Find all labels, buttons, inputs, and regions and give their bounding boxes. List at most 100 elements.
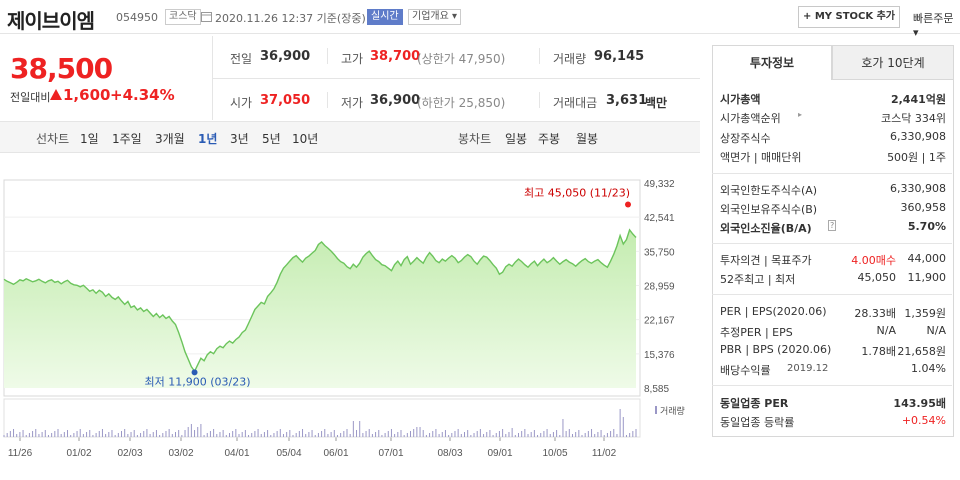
divider xyxy=(712,173,952,174)
divider xyxy=(327,92,328,108)
divider xyxy=(712,243,952,244)
current-price: 38,500 xyxy=(10,52,113,85)
per-value: 28.33배 xyxy=(854,307,896,320)
price-area xyxy=(4,229,636,388)
legend-swatch xyxy=(655,406,657,414)
tab-10y[interactable]: 10년 xyxy=(292,132,319,146)
stock-header: 제이브이엠 054950 코스닥 2020.11.26 12:37 기준(장중)… xyxy=(0,0,960,39)
y-tick-label: 49,332 xyxy=(644,179,675,190)
x-tick-label: 06/01 xyxy=(323,448,348,459)
tab-monthly[interactable]: 월봉 xyxy=(576,132,599,146)
low-label: 저가 xyxy=(341,96,364,110)
x-tick-label: 11/02 xyxy=(592,448,617,459)
tab-5y[interactable]: 5년 xyxy=(262,132,281,146)
company-info-dropdown[interactable]: 기업개요 ▾ xyxy=(408,9,461,25)
timestamp: 2020.11.26 12:37 기준(장중) xyxy=(215,12,366,25)
price-change: 1,600 xyxy=(63,86,111,104)
y-tick-label: 8,585 xyxy=(644,384,669,395)
industry-change-value: +0.54% xyxy=(901,414,946,427)
mcap-rank-value: 코스닥 334위 xyxy=(881,112,946,125)
mcap-value: 2,441억원 xyxy=(890,93,946,106)
upper-limit: (상한가 47,950) xyxy=(417,52,506,66)
foreign-limit-value: 6,330,908 xyxy=(890,182,946,195)
dividend-value: 1.04% xyxy=(911,362,946,375)
tab-daily[interactable]: 일봉 xyxy=(505,132,528,146)
industry-change-label[interactable]: 동일업종 등락률 xyxy=(720,416,795,429)
volume-label: 거래량 xyxy=(553,52,587,66)
tab-order-book[interactable]: 호가 10단계 xyxy=(832,45,954,80)
y-tick-label: 15,376 xyxy=(644,350,675,361)
amount-label: 거래대금 xyxy=(553,96,598,110)
divider xyxy=(212,78,700,79)
mcap-label: 시가총액 xyxy=(720,93,761,106)
foreign-limit-label: 외국인한도주식수(A) xyxy=(720,184,818,197)
est-per-value: N/A xyxy=(876,324,896,337)
open-value: 37,050 xyxy=(260,93,311,108)
y-tick-label: 42,541 xyxy=(644,213,675,224)
low-marker xyxy=(191,369,198,376)
x-tick-label: 01/02 xyxy=(66,448,91,459)
volume-legend: 거래량 xyxy=(660,405,685,417)
divider xyxy=(539,92,540,108)
price-chart: 49,332 42,541 35,750 28,959 22,167 15,376 8,58… xyxy=(3,179,685,459)
stock-code: 054950 xyxy=(116,11,158,24)
mcap-rank-label: 시가총액순위 xyxy=(720,112,781,125)
target-price: 44,000 xyxy=(907,252,947,265)
x-tick-label: 04/01 xyxy=(224,448,249,459)
tab-1d[interactable]: 1일 xyxy=(80,132,99,146)
prev-close-label: 전일 xyxy=(230,52,253,66)
tab-3y[interactable]: 3년 xyxy=(230,132,249,146)
dividend-label: 배당수익률 xyxy=(720,364,771,377)
price-line xyxy=(3,228,637,373)
candle-chart-label: 봉차트 xyxy=(458,132,492,146)
add-my-stock-button[interactable]: + MY STOCK 추가 xyxy=(798,6,900,28)
tab-1y[interactable]: 1년 xyxy=(198,132,218,146)
dividend-date: 2019.12 xyxy=(787,363,829,374)
x-tick-label: 03/02 xyxy=(168,448,193,459)
y-tick-label: 28,959 xyxy=(644,282,675,293)
tab-investment-info[interactable]: 투자정보 xyxy=(712,45,832,80)
x-tick-label: 02/03 xyxy=(117,448,142,459)
open-label: 시가 xyxy=(230,96,253,110)
calendar-icon xyxy=(201,12,212,22)
divider xyxy=(327,48,328,64)
tab-3m[interactable]: 3개월 xyxy=(155,132,185,146)
x-tick-label: 10/05 xyxy=(542,448,567,459)
quick-order-button[interactable]: 빠른주문 ▾ xyxy=(913,12,954,39)
tab-1w[interactable]: 1주일 xyxy=(112,132,142,146)
change-label: 전일대비 xyxy=(10,91,51,104)
chevron-right-icon[interactable]: ▸ xyxy=(798,110,803,119)
foreign-hold-label: 외국인보유주식수(B) xyxy=(720,203,818,216)
y-tick-label: 22,167 xyxy=(644,316,675,327)
amount-value: 3,631 xyxy=(606,93,648,108)
opinion-value: 4.00매수 xyxy=(851,254,896,267)
par-value: 500원 | 1주 xyxy=(887,151,946,164)
tab-weekly[interactable]: 주봉 xyxy=(538,132,561,146)
lower-limit: (하한가 25,850) xyxy=(417,96,506,110)
x-tick-label: 05/04 xyxy=(276,448,301,459)
high-label: 최고 45,050 (11/23) xyxy=(524,187,630,200)
info-table: 시가총액 2,441억원 시가총액순위 ▸ 코스닥 334위 상장주식수 6,3… xyxy=(712,80,954,437)
industry-per-value: 143.95배 xyxy=(893,397,946,410)
w52-high: 45,050 xyxy=(857,271,897,284)
amount-unit: 백만 xyxy=(645,96,668,110)
help-icon[interactable]: ? xyxy=(828,220,837,231)
est-eps-value: N/A xyxy=(926,324,946,337)
volume-value: 96,145 xyxy=(594,49,645,64)
high-value: 38,700 xyxy=(370,49,421,64)
market-badge: 코스닥 xyxy=(165,9,201,25)
divider xyxy=(539,48,540,64)
x-tick-label: 11/26 xyxy=(8,448,33,459)
up-triangle-icon xyxy=(50,89,62,100)
low-label: 최저 11,900 (03/23) xyxy=(145,375,251,388)
foreign-ratio-value: 5.70% xyxy=(907,220,946,233)
foreign-hold-value: 360,958 xyxy=(900,201,947,214)
y-tick-label: 35,750 xyxy=(644,247,675,258)
realtime-badge[interactable]: 실시간 xyxy=(367,9,403,25)
industry-per-label[interactable]: 동일업종 PER xyxy=(720,397,789,410)
x-tick-label: 09/01 xyxy=(487,448,512,459)
pbr-value: 1.78배 xyxy=(861,345,896,358)
divider xyxy=(712,294,952,295)
eps-value: 1,359원 xyxy=(904,307,946,320)
est-per-label: 추정PER | EPS xyxy=(720,326,793,339)
